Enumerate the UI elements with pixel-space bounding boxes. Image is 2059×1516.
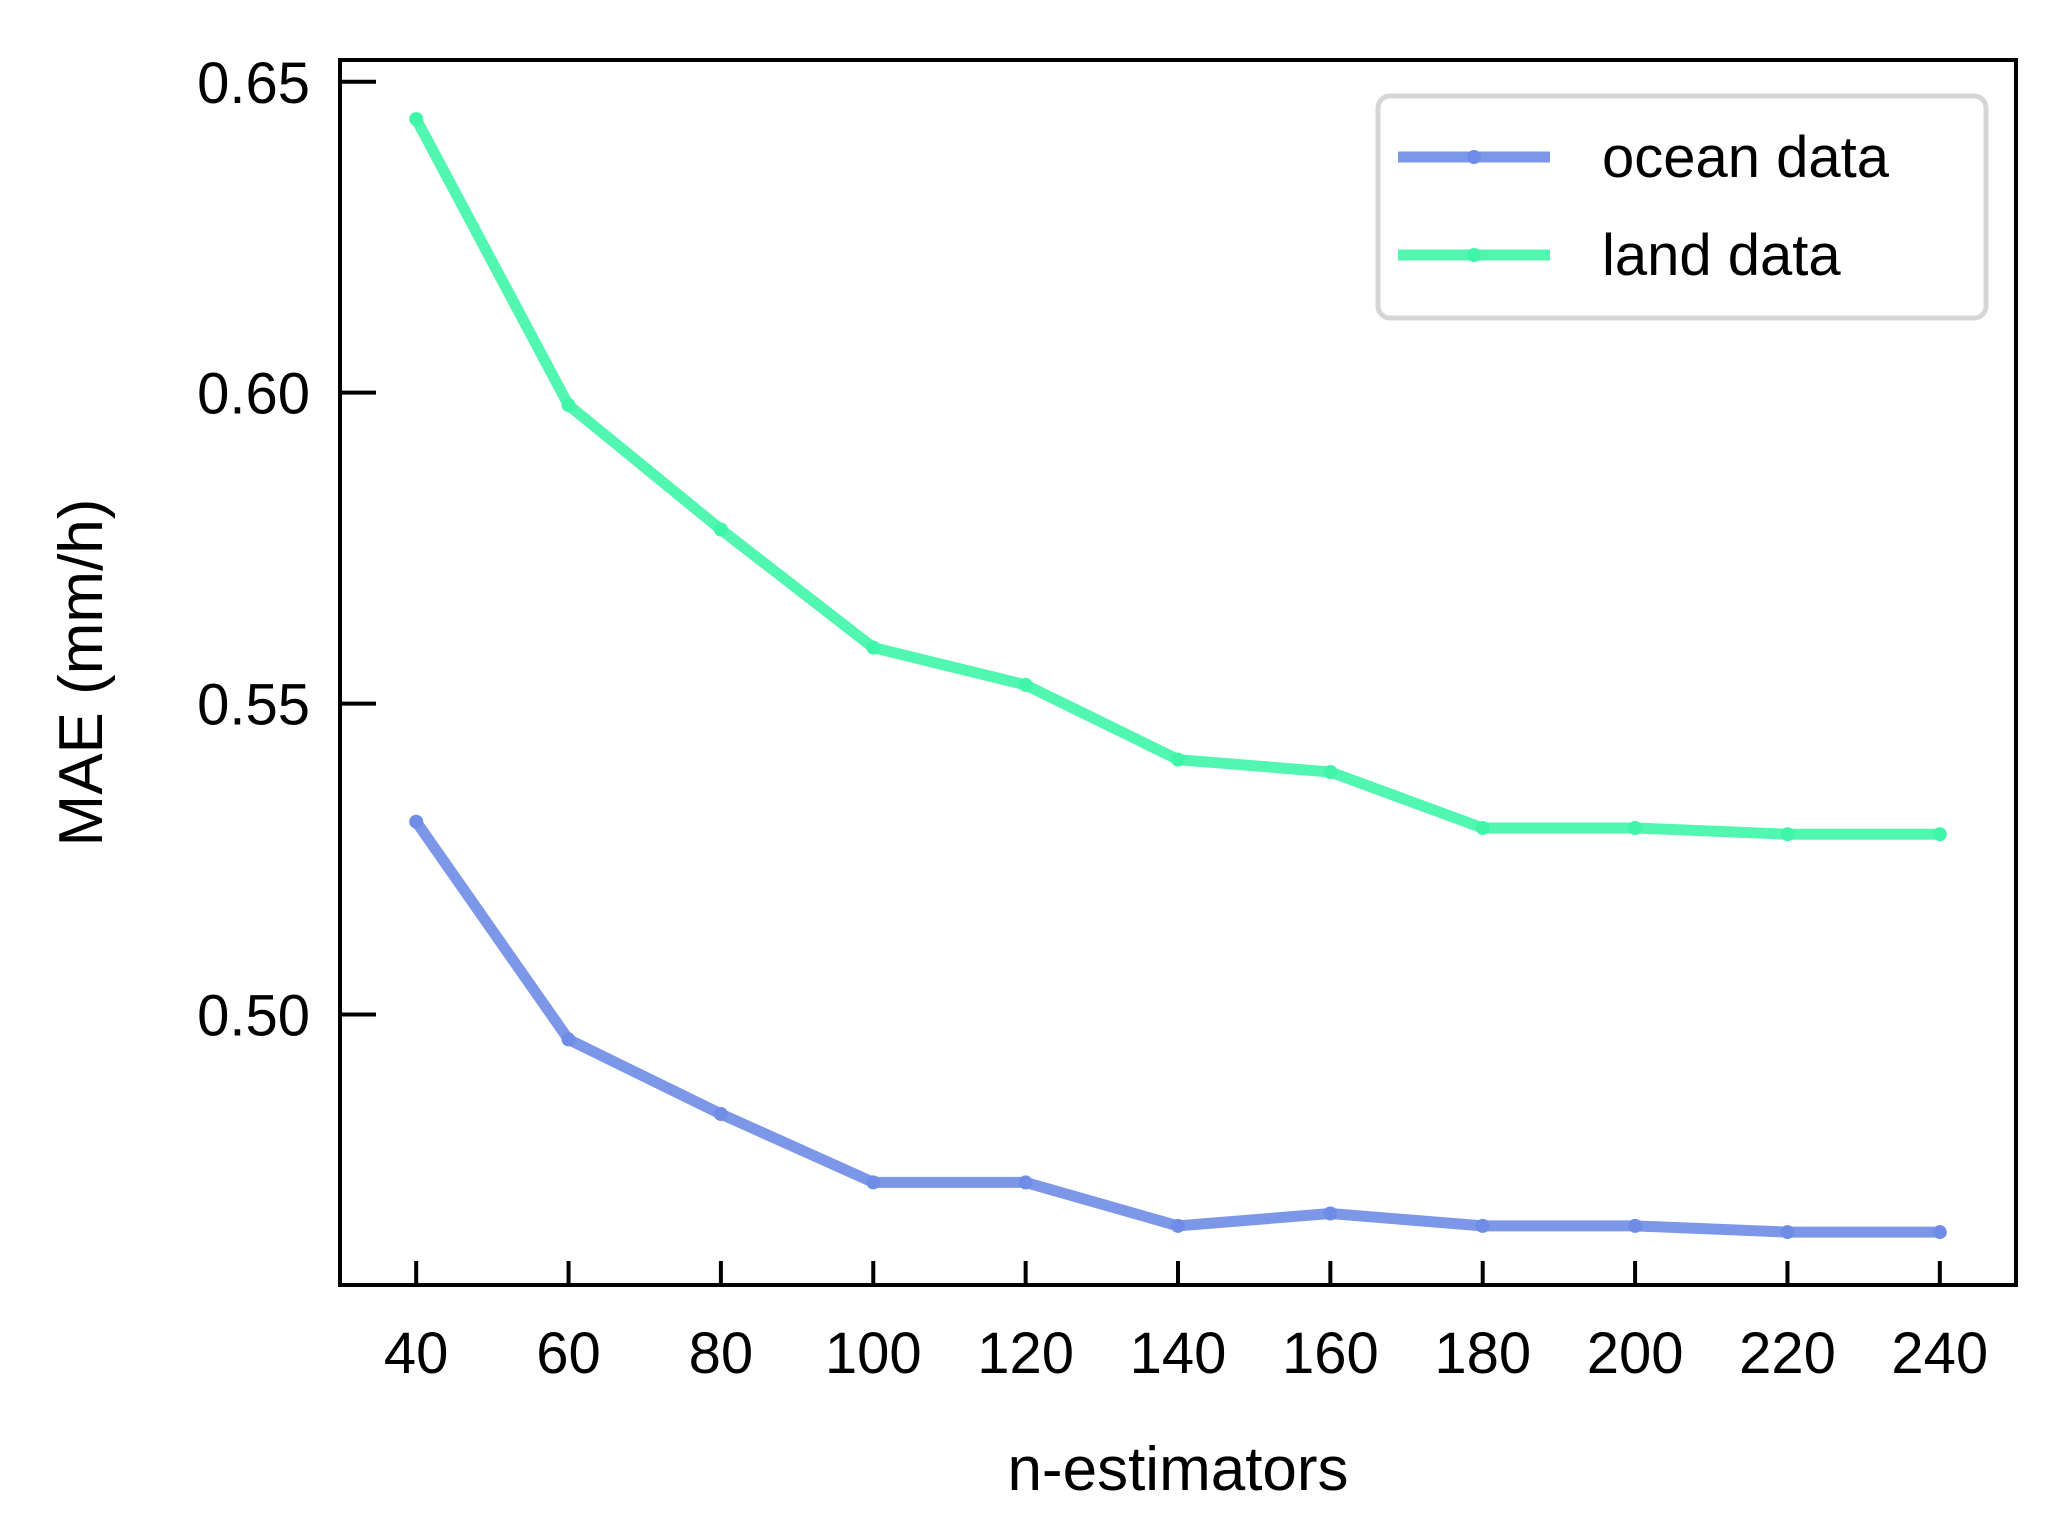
data-point <box>561 398 576 413</box>
x-tick-label: 220 <box>1739 1321 1836 1386</box>
data-point <box>409 112 424 127</box>
data-point <box>713 1107 728 1121</box>
legend: ocean data land data <box>1375 93 1989 321</box>
x-axis-label: n-estimators <box>1007 1435 1348 1504</box>
x-tick-label: 200 <box>1587 1321 1684 1386</box>
axes-layer: 40 60 80 100 120 140 160 180 200 220 240 0.50 0.55 0.… <box>197 51 2018 1386</box>
data-point <box>713 522 728 537</box>
x-tick-label: 160 <box>1282 1321 1379 1386</box>
data-point <box>1475 1218 1490 1233</box>
data-point <box>409 814 424 829</box>
data-point <box>1628 1218 1643 1233</box>
y-tick-label: 0.60 <box>197 362 310 427</box>
y-axis-label: MAE (mm/h) <box>47 499 116 847</box>
data-point <box>1932 1225 1947 1240</box>
data-point <box>1932 827 1947 842</box>
data-point <box>1018 677 1033 692</box>
data-point <box>1780 827 1795 842</box>
data-point <box>1780 1225 1795 1240</box>
x-tick-label: 180 <box>1434 1321 1531 1386</box>
data-point <box>1171 1218 1185 1233</box>
legend-swatch-marker <box>1467 150 1481 164</box>
x-tick-label: 100 <box>825 1321 922 1386</box>
data-point <box>1018 1175 1033 1190</box>
legend-label: land data <box>1602 223 1841 288</box>
y-tick-label: 0.55 <box>197 673 310 738</box>
data-point <box>1628 821 1643 835</box>
x-tick-label: 40 <box>384 1321 449 1386</box>
x-tick-label: 120 <box>977 1321 1074 1386</box>
data-point <box>1323 765 1338 779</box>
x-tick-label: 240 <box>1891 1321 1988 1386</box>
x-tick-label: 60 <box>536 1321 601 1386</box>
y-tick-label: 0.65 <box>197 51 310 116</box>
legend-label: ocean data <box>1602 125 1890 190</box>
data-point <box>1323 1206 1338 1221</box>
data-point <box>561 1032 576 1047</box>
legend-swatch-marker <box>1467 248 1481 262</box>
data-point <box>1171 752 1185 767</box>
data-point <box>866 1175 881 1190</box>
data-point <box>1475 821 1490 835</box>
x-tick-label: 80 <box>689 1321 754 1386</box>
series-layer <box>409 112 1947 1240</box>
x-tick-label: 140 <box>1130 1321 1227 1386</box>
y-tick-label: 0.50 <box>197 984 310 1049</box>
data-point <box>866 640 881 655</box>
